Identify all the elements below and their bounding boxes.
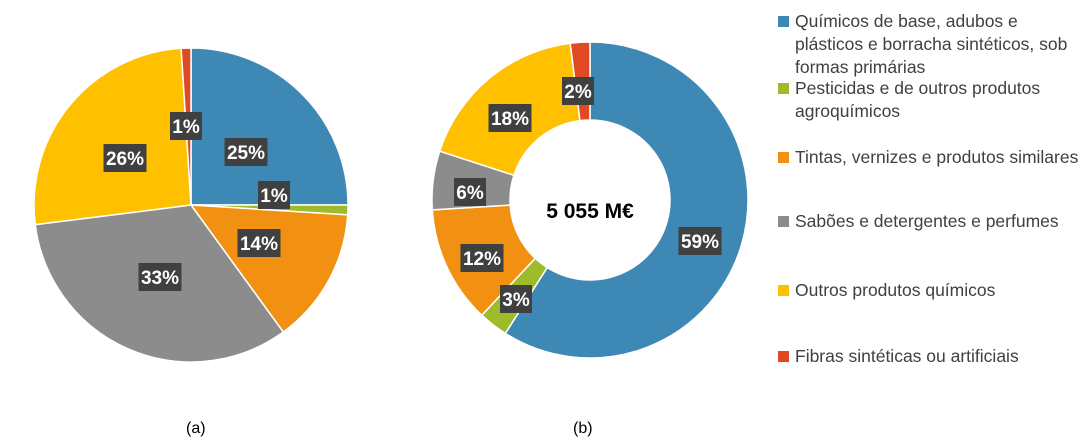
donut-b-data-label-tintas-box: [460, 244, 504, 272]
donut-chart-b: 59% 3%12% 6% 18% 2% 5 055 M€: [431, 41, 749, 359]
pie-a-data-label-pesticidas: 1%: [260, 186, 288, 207]
legend-swatch: [778, 285, 789, 296]
legend-swatch: [778, 83, 789, 94]
donut-b-data-label-pesticidas-box: [500, 285, 532, 313]
pie-a-slice-tintas: [189, 204, 349, 334]
legend-label: Sabões e detergentes e perfumes: [795, 211, 1059, 231]
pie-a-data-label-saboes-box: [138, 263, 182, 291]
legend-swatch: [778, 152, 789, 163]
pie-a-data-label-outros: 26%: [106, 149, 144, 170]
donut-b-slice-quimicos-base: [504, 41, 749, 359]
legend-label: Químicos de base, adubos e plásticos e b…: [795, 11, 1068, 77]
pie-a-data-label-outros-box: [103, 144, 147, 172]
caption-a: (a): [186, 420, 206, 437]
legend-label: Pesticidas e de outros produtos agroquím…: [795, 78, 1041, 121]
pie-a-data-label-pesticidas-box: [258, 181, 290, 209]
donut-b-data-label-pesticidas: 3%: [502, 290, 530, 311]
donut-b-data-label-quimicos-base: 59%: [681, 232, 719, 253]
donut-center-label: 5 055 M€: [546, 200, 634, 223]
donut-b-data-label-saboes: 6%: [456, 183, 484, 204]
pie-a-slice-outros: [33, 47, 192, 226]
pie-a-data-label-quimicos-base: 25%: [227, 143, 265, 164]
donut-b-data-label-outros-box: [488, 104, 532, 132]
pie-a-data-label-tintas: 14%: [240, 234, 278, 255]
legend-label: Tintas, vernizes e produtos similares: [795, 147, 1079, 167]
pie-chart-a: 25% 1% 14% 33% 26% 1%: [33, 47, 349, 363]
donut-b-data-label-fibras-box: [562, 77, 594, 105]
donut-b-data-label-saboes-box: [454, 178, 486, 206]
legend-swatch: [778, 216, 789, 227]
pie-a-data-label-tintas-box: [237, 229, 281, 257]
donut-b-data-label-outros: 18%: [491, 109, 529, 130]
legend-label: Fibras sintéticas ou artificiais: [795, 346, 1019, 366]
caption-b: (b): [573, 420, 593, 437]
pie-a-data-label-fibras: 1%: [172, 117, 200, 138]
donut-b-data-label-tintas: 12%: [463, 249, 501, 270]
donut-b-data-label-fibras: 2%: [564, 82, 592, 103]
legend-swatch: [778, 16, 789, 27]
pie-a-data-label-quimicos-base-box: [224, 138, 268, 166]
legend-label: Outros produtos químicos: [795, 280, 996, 300]
donut-b-data-label-quimicos-base-box: [678, 227, 722, 255]
pie-a-data-label-fibras-box: [170, 112, 202, 140]
legend-swatch: [778, 351, 789, 362]
pie-a-data-label-saboes: 33%: [141, 268, 179, 289]
